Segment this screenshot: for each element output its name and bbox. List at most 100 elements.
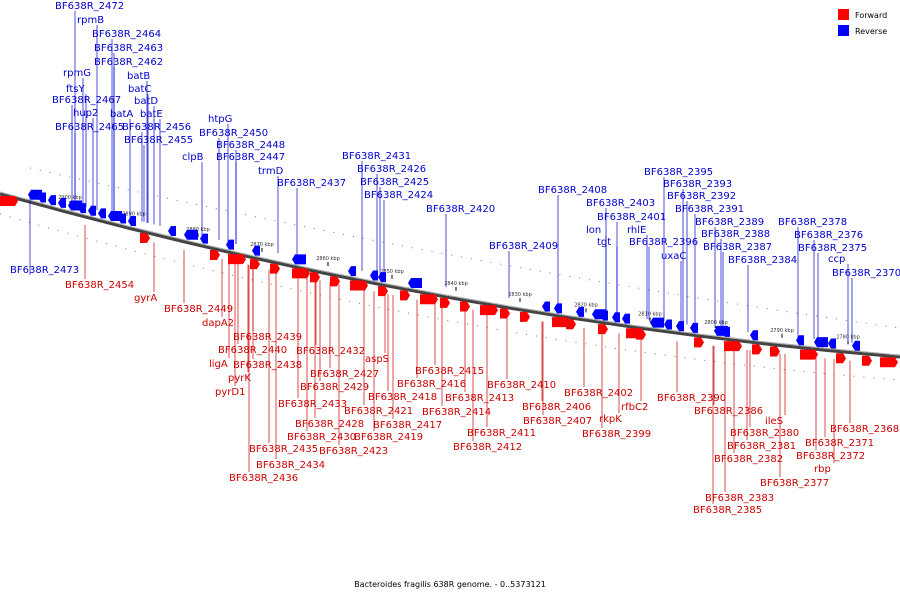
gene-label[interactable]: BF638R_2463	[94, 43, 163, 54]
gene-label[interactable]: BF638R_2396	[629, 237, 698, 248]
gene-label[interactable]: BF638R_2433	[278, 399, 347, 410]
gene-label[interactable]: BF638R_2409	[489, 241, 558, 252]
gene-label[interactable]: BF638R_2401	[597, 212, 666, 223]
gene-label[interactable]: BF638R_2439	[233, 332, 302, 343]
gene-label[interactable]: BF638R_2437	[277, 178, 346, 189]
gene-label[interactable]: BF638R_2421	[344, 406, 413, 417]
gene-label[interactable]: BF638R_2386	[694, 406, 763, 417]
gene-label[interactable]: lon	[586, 225, 601, 236]
gene-label[interactable]: batB	[127, 71, 150, 82]
gene-label[interactable]: BF638R_2406	[522, 402, 591, 413]
gene-label[interactable]: BF638R_2416	[397, 379, 466, 390]
gene-label[interactable]: BF638R_2414	[422, 407, 491, 418]
gene-label[interactable]: BF638R_2435	[249, 444, 318, 455]
gene-label[interactable]: BF638R_2376	[794, 230, 863, 241]
gene-label[interactable]: BF638R_2382	[714, 454, 783, 465]
gene-label[interactable]: batE	[140, 109, 163, 120]
gene-label[interactable]: BF638R_2417	[373, 420, 442, 431]
gene-label[interactable]: batD	[134, 96, 158, 107]
gene-label[interactable]: BF638R_2438	[233, 360, 302, 371]
gene-label[interactable]: BF638R_2464	[92, 29, 161, 40]
gene-label[interactable]: BF638R_2391	[675, 204, 744, 215]
gene-label[interactable]: BF638R_2372	[796, 451, 865, 462]
gene-label[interactable]: BF638R_2418	[368, 392, 437, 403]
gene-label[interactable]: rkpK	[599, 414, 622, 425]
gene-label[interactable]: BF638R_2368	[830, 424, 899, 435]
gene-label[interactable]: BF638R_2454	[65, 280, 134, 291]
gene-label[interactable]: BF638R_2393	[663, 179, 732, 190]
gene-label[interactable]: pyrK	[228, 373, 251, 384]
gene-label[interactable]: BF638R_2387	[703, 242, 772, 253]
gene-label[interactable]: BF638R_2434	[256, 460, 325, 471]
gene-label[interactable]: BF638R_2380	[730, 428, 799, 439]
gene-label[interactable]: rpmG	[63, 68, 91, 79]
gene-label[interactable]: BF638R_2370	[832, 268, 900, 279]
gene-label[interactable]: batA	[110, 109, 133, 120]
gene-label[interactable]: BF638R_2383	[705, 493, 774, 504]
gene-label[interactable]: rbp	[814, 464, 831, 475]
gene-label[interactable]: BF638R_2427	[310, 369, 379, 380]
gene-label[interactable]: BF638R_2424	[364, 190, 433, 201]
gene-label[interactable]: BF638R_2428	[295, 419, 364, 430]
gene-label[interactable]: BF638R_2371	[805, 438, 874, 449]
gene-label[interactable]: BF638R_2436	[229, 473, 298, 484]
gene-label[interactable]: BF638R_2413	[445, 393, 514, 404]
gene-label[interactable]: BF638R_2410	[487, 380, 556, 391]
gene-label[interactable]: ligA	[209, 359, 228, 370]
gene-label[interactable]: BF638R_2425	[360, 177, 429, 188]
gene-label[interactable]: BF638R_2449	[164, 304, 233, 315]
gene-label[interactable]: BF638R_2465	[55, 122, 124, 133]
gene-label[interactable]: BF638R_2440	[218, 345, 287, 356]
gene-label[interactable]: BF638R_2377	[760, 478, 829, 489]
gene-label[interactable]: rpmB	[77, 15, 104, 26]
gene-label[interactable]: ftsY	[66, 84, 85, 95]
gene-label[interactable]: ccp	[828, 254, 845, 265]
gene-label[interactable]: BF638R_2388	[701, 229, 770, 240]
gene-label[interactable]: htpG	[208, 114, 232, 125]
gene-label[interactable]: uxaC	[661, 251, 686, 262]
gene-label[interactable]: BF638R_2385	[693, 505, 762, 516]
gene-label[interactable]: BF638R_2431	[342, 151, 411, 162]
gene-label[interactable]: BF638R_2423	[319, 446, 388, 457]
gene-label[interactable]: BF638R_2415	[415, 366, 484, 377]
gene-label[interactable]: BF638R_2456	[122, 122, 191, 133]
gene-label[interactable]: trmD	[258, 166, 284, 177]
gene-label[interactable]: gyrA	[134, 293, 157, 304]
gene-label[interactable]: BF638R_2447	[216, 152, 285, 163]
gene-label[interactable]: BF638R_2399	[582, 429, 651, 440]
gene-label[interactable]: tgt	[597, 237, 611, 248]
gene-label[interactable]: aspS	[365, 354, 389, 365]
gene-label[interactable]: ileS	[765, 416, 783, 427]
gene-label[interactable]: BF638R_2432	[296, 346, 365, 357]
gene-label[interactable]: clpB	[182, 152, 204, 163]
gene-label[interactable]: BF638R_2407	[523, 416, 592, 427]
gene-label[interactable]: BF638R_2473	[10, 265, 79, 276]
gene-label[interactable]: BF638R_2448	[216, 140, 285, 151]
gene-label[interactable]: BF638R_2384	[728, 255, 797, 266]
gene-label[interactable]: BF638R_2472	[55, 1, 124, 12]
gene-label[interactable]: BF638R_2455	[124, 135, 193, 146]
gene-label[interactable]: rhlE	[627, 225, 646, 236]
gene-label[interactable]: BF638R_2412	[453, 442, 522, 453]
gene-label[interactable]: BF638R_2420	[426, 204, 495, 215]
gene-label[interactable]: BF638R_2395	[644, 167, 713, 178]
gene-label[interactable]: BF638R_2375	[798, 243, 867, 254]
gene-label[interactable]: BF638R_2378	[778, 217, 847, 228]
gene-label[interactable]: BF638R_2430	[287, 432, 356, 443]
gene-label[interactable]: dapA2	[202, 318, 234, 329]
gene-label[interactable]: BF638R_2408	[538, 185, 607, 196]
gene-label[interactable]: BF638R_2462	[94, 57, 163, 68]
gene-label[interactable]: BF638R_2426	[357, 164, 426, 175]
gene-label[interactable]: BF638R_2402	[564, 388, 633, 399]
gene-label[interactable]: pyrD1	[215, 387, 245, 398]
gene-label[interactable]: BF638R_2450	[199, 128, 268, 139]
gene-label[interactable]: BF638R_2411	[467, 428, 536, 439]
gene-label[interactable]: hup2	[73, 108, 98, 119]
gene-label[interactable]: rfbC2	[621, 402, 648, 413]
gene-label[interactable]: BF638R_2392	[667, 191, 736, 202]
gene-label[interactable]: BF638R_2381	[727, 441, 796, 452]
gene-label[interactable]: BF638R_2419	[354, 432, 423, 443]
gene-label[interactable]: BF638R_2390	[657, 393, 726, 404]
gene-label[interactable]: BF638R_2389	[695, 217, 764, 228]
gene-label[interactable]: batC	[128, 84, 151, 95]
